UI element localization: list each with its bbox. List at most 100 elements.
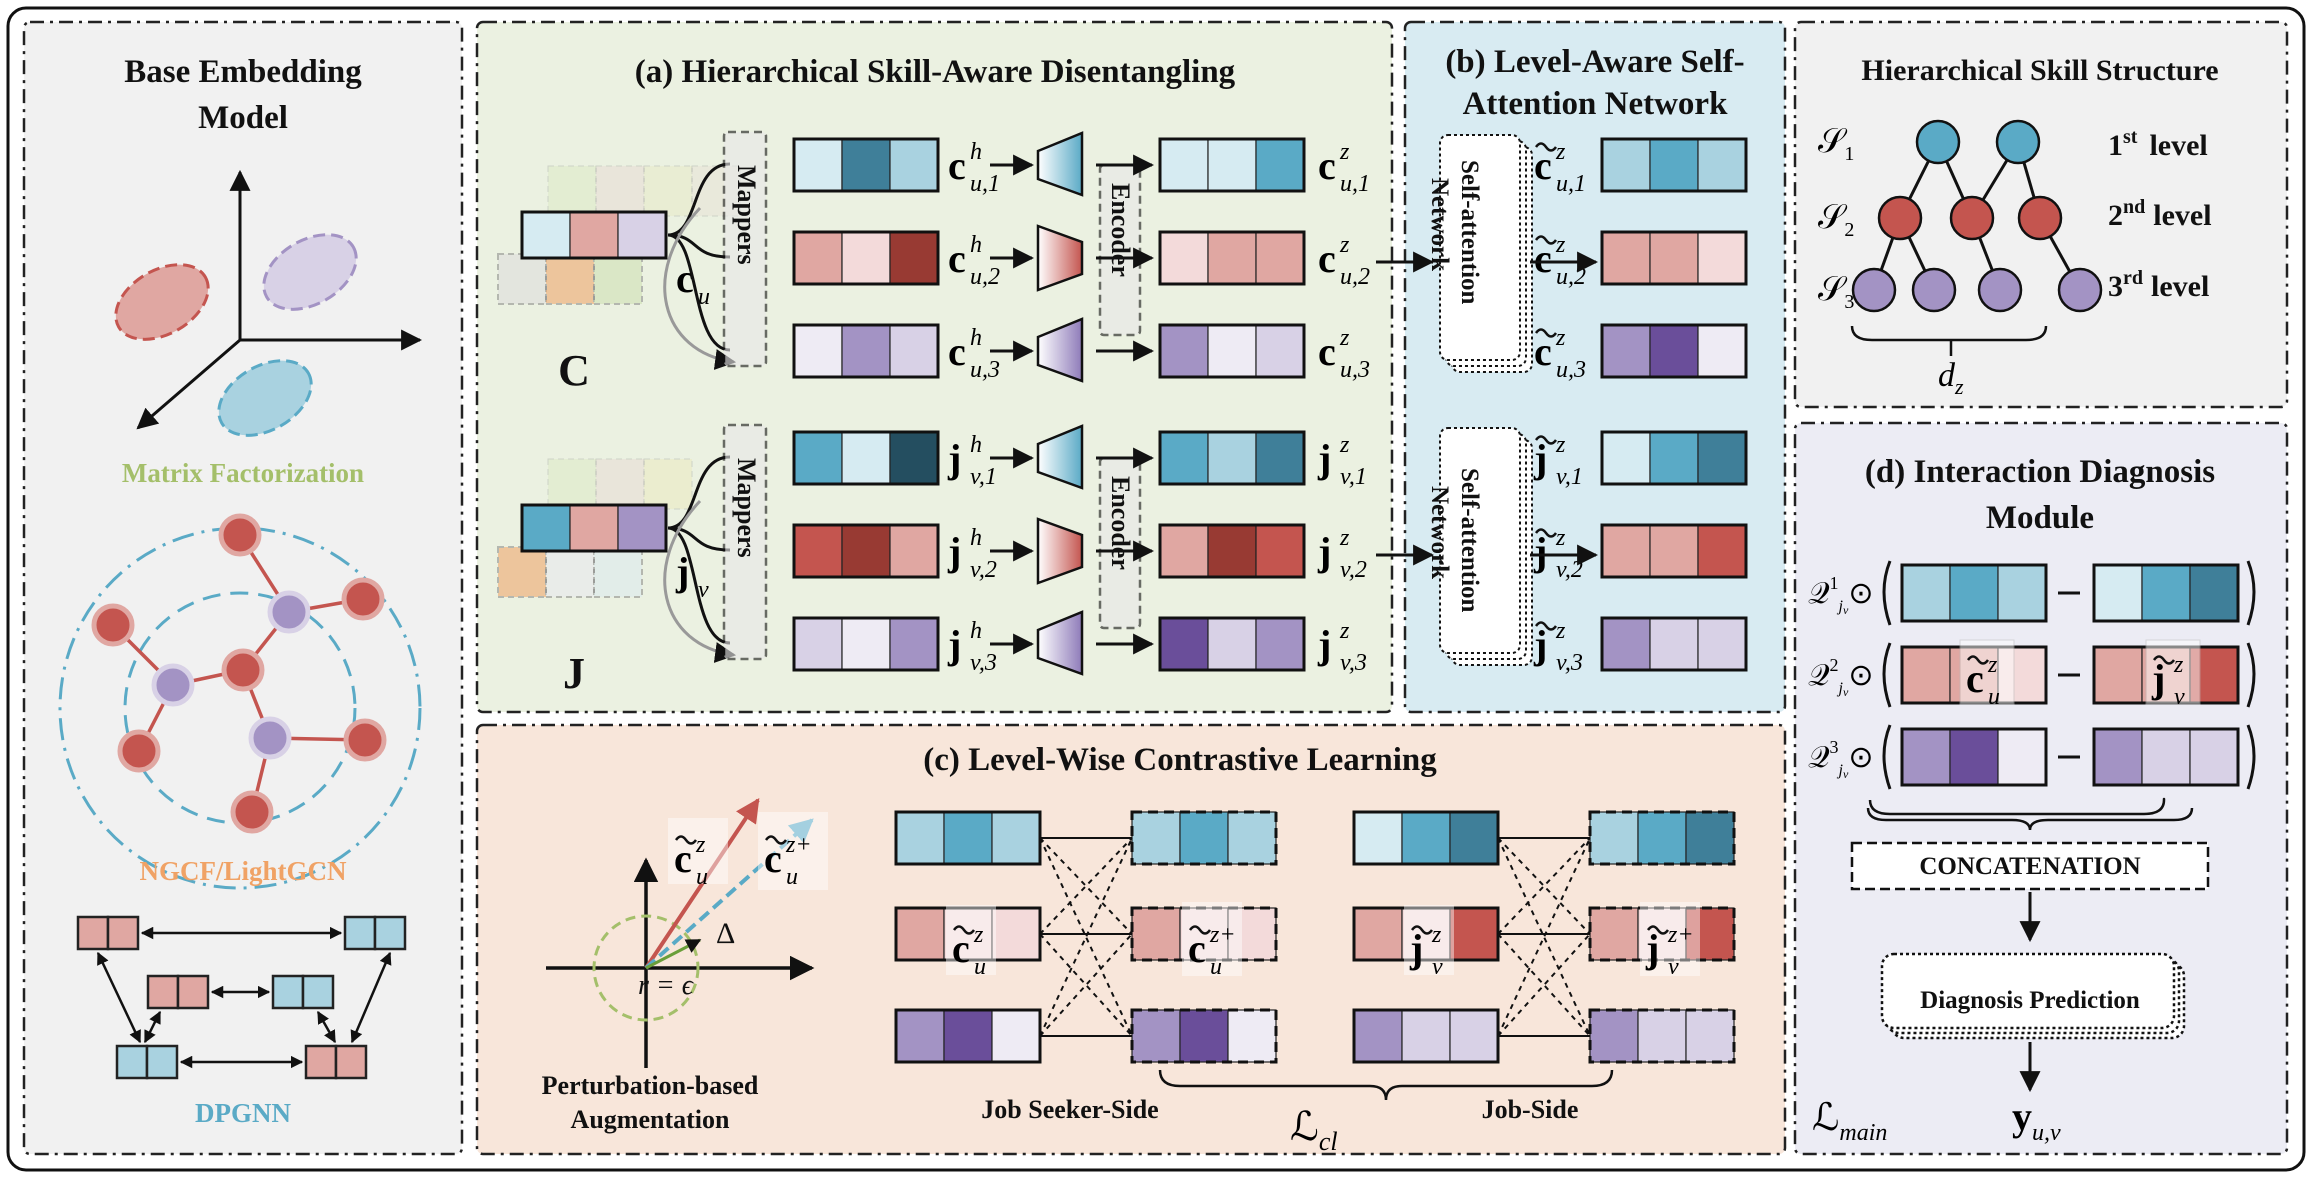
vector-cell xyxy=(1131,811,1181,865)
ngcf-graph xyxy=(58,513,422,890)
vector-cell xyxy=(2093,564,2143,622)
vector-border xyxy=(792,430,940,486)
j-tilde-symbol-1: j z v,1 xyxy=(1533,432,1583,490)
highlight xyxy=(758,812,828,890)
vector-cell xyxy=(1353,811,1403,865)
tilde-mark xyxy=(1534,328,1558,338)
vector-cell xyxy=(2141,564,2191,622)
vector-border xyxy=(792,616,940,672)
vector-cell xyxy=(1255,324,1305,378)
vector-cell xyxy=(1207,231,1257,285)
vector-cell xyxy=(1649,524,1699,578)
mapper-curve xyxy=(667,526,731,552)
vector-border xyxy=(1158,137,1306,193)
encoder-trapezoid-1 xyxy=(1036,131,1084,197)
level1-sup: st xyxy=(2123,126,2138,148)
encoder-trapezoid-3 xyxy=(1036,610,1084,676)
highlight xyxy=(1640,902,1700,976)
ghost-cell xyxy=(595,458,645,510)
c-encoded-vector-3 xyxy=(1158,323,1306,379)
panel-d-diagnosis: (d) Interaction Diagnosis Module xyxy=(1793,421,2289,1156)
panel-b-title-line1: (b) Level-Aware Self- xyxy=(1445,44,1744,80)
c-cl-left-2 xyxy=(894,906,1042,962)
j-mapped-vector-3 xyxy=(792,616,940,672)
math-symbol: u xyxy=(696,864,708,890)
c-mapped-vector-2 xyxy=(792,230,940,286)
math-symbol: c xyxy=(952,926,970,971)
j-cl-symbol: j zv xyxy=(1409,922,1443,980)
vector-cell xyxy=(1179,811,1229,865)
vector-cell xyxy=(1255,138,1305,192)
math-symbol: j xyxy=(1533,529,1547,574)
j-z-symbol-2: j z v,2 xyxy=(1317,525,1367,583)
c-cl-left-1 xyxy=(894,810,1042,866)
panel-a-title: (a) Hierarchical Skill-Aware Disentangli… xyxy=(635,54,1236,90)
diagnosis-prediction-label: Diagnosis Prediction xyxy=(1920,987,2140,1014)
ghost-cell xyxy=(595,165,645,217)
vector-cell xyxy=(1207,324,1257,378)
vector-cell xyxy=(1685,907,1735,961)
vector-border xyxy=(1600,523,1748,579)
contrast-link xyxy=(1497,933,1591,1037)
vector-cell xyxy=(569,504,619,552)
c-cl-right-3 xyxy=(1130,1008,1278,1064)
tilde-mark xyxy=(1534,435,1558,445)
vector-cell xyxy=(2189,728,2239,786)
math-symbol: c xyxy=(1318,236,1336,281)
vector-cell xyxy=(889,617,939,671)
hierarchy-tree: dz 𝒮1 𝒮2 𝒮3 xyxy=(1818,119,2103,399)
math-symbol: h xyxy=(970,525,982,551)
diagram-elements: c uc hu,1 c zu,1 c zu,1c hu,2 c zu,2 c zu,2c hu,3 c zu… xyxy=(497,119,2256,1156)
math-symbol: z xyxy=(2173,652,2184,678)
j-z-symbol-3: j z v,3 xyxy=(1317,618,1367,676)
S2-symbol: 𝒮2 xyxy=(1818,199,1854,241)
vector-border xyxy=(520,503,668,553)
vector-cell xyxy=(1649,138,1699,192)
cl-brace xyxy=(1158,1069,1614,1101)
vector-cell xyxy=(793,231,843,285)
vector-cell xyxy=(991,907,1041,961)
vector-cell xyxy=(1685,811,1735,865)
vector-cell xyxy=(1401,1009,1451,1063)
vector-cell xyxy=(1255,431,1305,485)
vector-cell xyxy=(617,211,667,259)
gray-arrow xyxy=(663,499,737,663)
j-attended-vector-1 xyxy=(1600,430,1748,486)
tilde-mark xyxy=(1534,621,1558,631)
tilde-mark xyxy=(1410,925,1434,935)
paren-left xyxy=(1882,642,1892,708)
vector-cell xyxy=(1649,324,1699,378)
vector-cell xyxy=(889,138,939,192)
math-symbol: j xyxy=(1317,529,1331,574)
ghost-cell xyxy=(547,458,597,510)
math-symbol: z xyxy=(1431,922,1442,948)
math-symbol: j xyxy=(1317,436,1331,481)
vector-border xyxy=(1900,563,2048,623)
perturb-c-symbol: c zu xyxy=(674,832,708,890)
vector-cell xyxy=(1589,811,1639,865)
math-symbol: j xyxy=(1409,926,1423,971)
vector-border xyxy=(1158,523,1306,579)
ghost-cell xyxy=(497,253,547,305)
vector-border xyxy=(1588,810,1736,866)
vector-cell xyxy=(521,211,571,259)
math-symbol: j xyxy=(947,436,961,481)
math-symbol: z xyxy=(1555,232,1566,258)
perturb-cplus-symbol: c z+ u xyxy=(764,832,812,890)
math-symbol: z xyxy=(973,922,984,948)
c-mapped-vector-1 xyxy=(792,137,940,193)
vector-cell xyxy=(793,138,843,192)
vector-cell xyxy=(841,524,891,578)
mapper-curve xyxy=(667,162,731,237)
math-symbol: c xyxy=(676,256,694,301)
encoder-trapezoid-1 xyxy=(1036,424,1084,490)
vector-border xyxy=(1600,230,1748,286)
c-tilde-symbol-1: c z u,1 xyxy=(1534,139,1586,197)
vector-cell xyxy=(1697,524,1747,578)
mappers-label-top: Mappers xyxy=(732,165,761,265)
vector-cell xyxy=(1207,524,1257,578)
ghost-cell xyxy=(547,165,597,217)
vector-cell xyxy=(1207,431,1257,485)
vector-cell xyxy=(1697,324,1747,378)
vector-cell xyxy=(1207,138,1257,192)
